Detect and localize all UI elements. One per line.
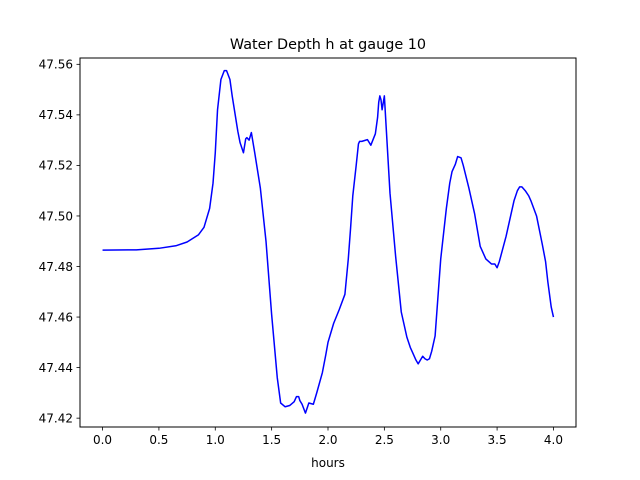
y-tick-label: 47.42 (39, 411, 73, 425)
y-tick-label: 47.46 (39, 310, 73, 324)
y-axis-ticks: 47.42 47.44 47.46 47.48 47.50 47.52 47.54 47.56 (39, 58, 80, 425)
y-tick-label: 47.56 (39, 58, 73, 72)
x-tick-label: 1.0 (206, 433, 225, 447)
x-tick-label: 0.5 (149, 433, 168, 447)
y-tick-label: 47.44 (39, 361, 73, 375)
series-lines (102, 69, 555, 414)
x-tick-label: 2.5 (375, 433, 394, 447)
x-tick-label: 3.5 (488, 433, 507, 447)
x-tick-label: 4.0 (544, 433, 563, 447)
y-tick-label: 47.52 (39, 159, 73, 173)
y-tick-label: 47.54 (39, 108, 73, 122)
x-tick-label: 2.0 (318, 433, 337, 447)
x-tick-label: 0.0 (93, 433, 112, 447)
y-tick-label: 47.48 (39, 260, 73, 274)
series-line-0 (102, 69, 555, 414)
x-tick-label: 1.5 (262, 433, 281, 447)
plot-background (80, 58, 576, 427)
x-tick-label: 3.0 (431, 433, 450, 447)
chart-title: Water Depth h at gauge 10 (230, 37, 426, 53)
x-axis-ticks: 0.0 0.5 1.0 1.5 2.0 2.5 3.0 3.5 4.0 (93, 427, 563, 447)
y-tick-label: 47.50 (39, 209, 73, 223)
x-axis-label: hours (311, 456, 345, 470)
plot-frame (79, 57, 577, 428)
